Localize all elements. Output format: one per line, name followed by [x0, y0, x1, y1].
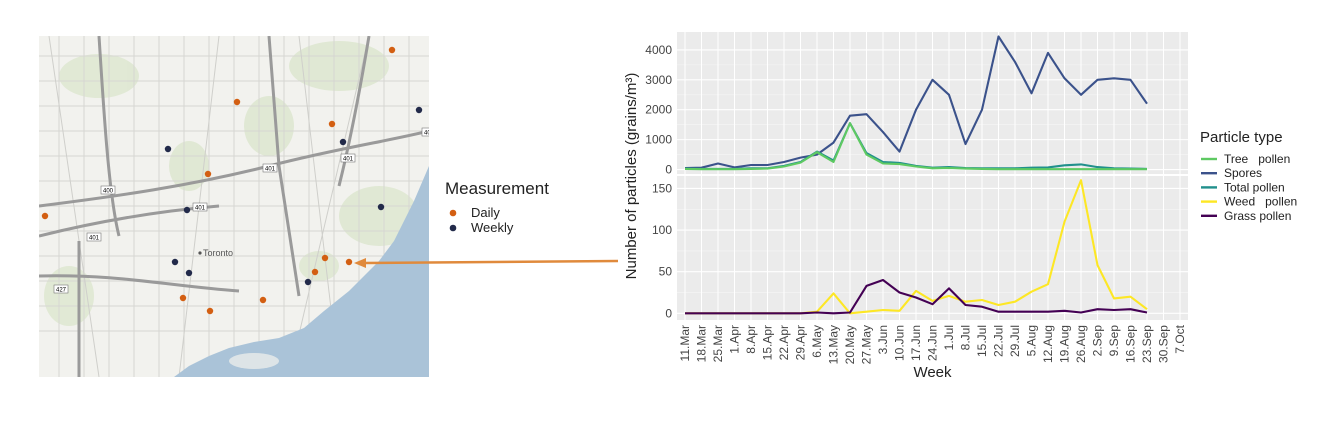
x-tick-label: 22.Apr: [777, 325, 791, 360]
x-tick-label: 10.Jun: [893, 325, 907, 361]
station-daily: [206, 307, 214, 315]
x-tick-label: 11.Mar: [678, 325, 692, 361]
x-tick-label: 18.Mar: [695, 325, 709, 362]
station-daily: [388, 46, 396, 54]
particle-chart: 0 1000 2000 3000 4000 0 50 100 150 11.Mar 18.Mar 25…: [623, 32, 1297, 381]
city-marker: [198, 251, 202, 255]
x-axis-label: Week: [913, 364, 952, 381]
x-tick-label: 23.Sep: [1140, 325, 1154, 363]
x-tick-label: 2.Sep: [1091, 325, 1105, 357]
y-axis-label: Number of particles (grains/m³): [623, 73, 640, 280]
station-daily: [179, 294, 187, 302]
shield-label: 401: [343, 157, 354, 163]
x-tick-label: 13.May: [827, 325, 841, 364]
legend-label: Spores: [1224, 166, 1262, 180]
legend-label: Weed pollen: [1224, 195, 1297, 209]
y-tick-label: 4000: [645, 43, 672, 57]
x-tick-label: 29.Apr: [794, 325, 808, 360]
series-line-spores: [684, 35, 1148, 170]
x-tick-label: 9.Sep: [1107, 325, 1121, 357]
series-line-tree-pollen: [684, 122, 1147, 171]
x-tick-label: 8.Apr: [744, 325, 758, 354]
shield-label: 401: [424, 131, 429, 137]
legend-title: Particle type: [1200, 129, 1283, 146]
station-map: 401 401 401 401 400 427 401 Toronto: [39, 36, 429, 377]
connector-arrow: [354, 258, 619, 268]
chart-panels: 0 1000 2000 3000 4000 0 50 100 150 11.Mar 18.Mar 25…: [645, 32, 1188, 364]
x-tick-label: 7.Oct: [1173, 324, 1187, 353]
legend-label: Tree pollen: [1224, 152, 1290, 166]
legend-label: Grass pollen: [1224, 209, 1291, 223]
daily-stations: [41, 46, 396, 315]
city-label: Toronto: [203, 248, 233, 258]
y-tick-label: 150: [652, 181, 672, 195]
island: [229, 353, 279, 369]
x-tick-label: 20.May: [843, 325, 857, 364]
station-daily: [41, 212, 49, 220]
lake-ontario: [174, 166, 429, 377]
shield-label: 400: [103, 189, 114, 195]
y-tick-label: 50: [659, 265, 673, 279]
x-tick-label: 3.Jun: [876, 325, 890, 354]
station-daily: [311, 268, 319, 276]
measurement-legend: Measurement Daily Weekly: [445, 179, 549, 235]
station-weekly: [377, 203, 385, 211]
x-tick-label: 1.Apr: [728, 325, 742, 354]
station-weekly: [171, 258, 179, 266]
y-tick-label: 0: [665, 163, 672, 177]
shield-label: 401: [89, 236, 100, 242]
x-tick-label: 26.Aug: [1074, 325, 1088, 363]
y-tick-label: 1000: [645, 133, 672, 147]
station-daily: [321, 254, 329, 262]
station-daily: [345, 258, 353, 266]
x-tick-label: 27.May: [860, 325, 874, 364]
x-tick-label: 24.Jun: [926, 325, 940, 361]
x-tick-label: 17.Jun: [909, 325, 923, 361]
y-tick-label: 2000: [645, 103, 672, 117]
station-weekly: [164, 145, 172, 153]
series-line-grass-pollen: [685, 278, 1148, 315]
x-tick-label: 16.Sep: [1124, 325, 1138, 363]
x-tick-label: 19.Aug: [1058, 325, 1072, 363]
x-tick-label: 22.Jul: [992, 325, 1006, 357]
legend-weekly-label: Weekly: [471, 220, 514, 235]
x-tick-label: 30.Sep: [1157, 325, 1171, 363]
legend-label: Total pollen: [1224, 180, 1285, 194]
x-tick-label: 29.Jul: [1008, 325, 1022, 357]
x-tick-label: 5.Aug: [1025, 325, 1039, 356]
x-tick-label: 15.Jul: [975, 325, 989, 357]
x-tick-label: 15.Apr: [761, 325, 775, 360]
x-tick-label: 12.Aug: [1041, 325, 1055, 363]
shield-label: 401: [265, 167, 276, 173]
station-weekly: [185, 269, 193, 277]
y-tick-label: 100: [652, 223, 672, 237]
x-tick-label: 6.May: [810, 325, 824, 358]
shield-label: 401: [195, 206, 206, 212]
station-weekly: [183, 206, 191, 214]
x-tick-label: 8.Jul: [959, 325, 973, 350]
station-daily: [204, 170, 212, 178]
station-daily: [233, 98, 241, 106]
station-daily: [259, 296, 267, 304]
legend-daily-label: Daily: [471, 205, 500, 220]
x-tick-label: 1.Jul: [942, 325, 956, 350]
measurement-legend-title: Measurement: [445, 179, 549, 198]
station-weekly: [415, 106, 423, 114]
y-tick-label: 3000: [645, 73, 672, 87]
legend-weekly-marker: [449, 224, 457, 232]
station-weekly: [339, 138, 347, 146]
y-tick-label: 0: [665, 306, 672, 320]
weekly-stations: [164, 106, 423, 286]
station-weekly: [304, 278, 312, 286]
highway-shields: 401 401 401 401 400 427 401: [53, 127, 429, 294]
station-daily: [328, 120, 336, 128]
legend-daily-marker: [449, 209, 457, 217]
x-tick-label: 25.Mar: [711, 325, 725, 362]
shield-label: 427: [56, 288, 67, 294]
